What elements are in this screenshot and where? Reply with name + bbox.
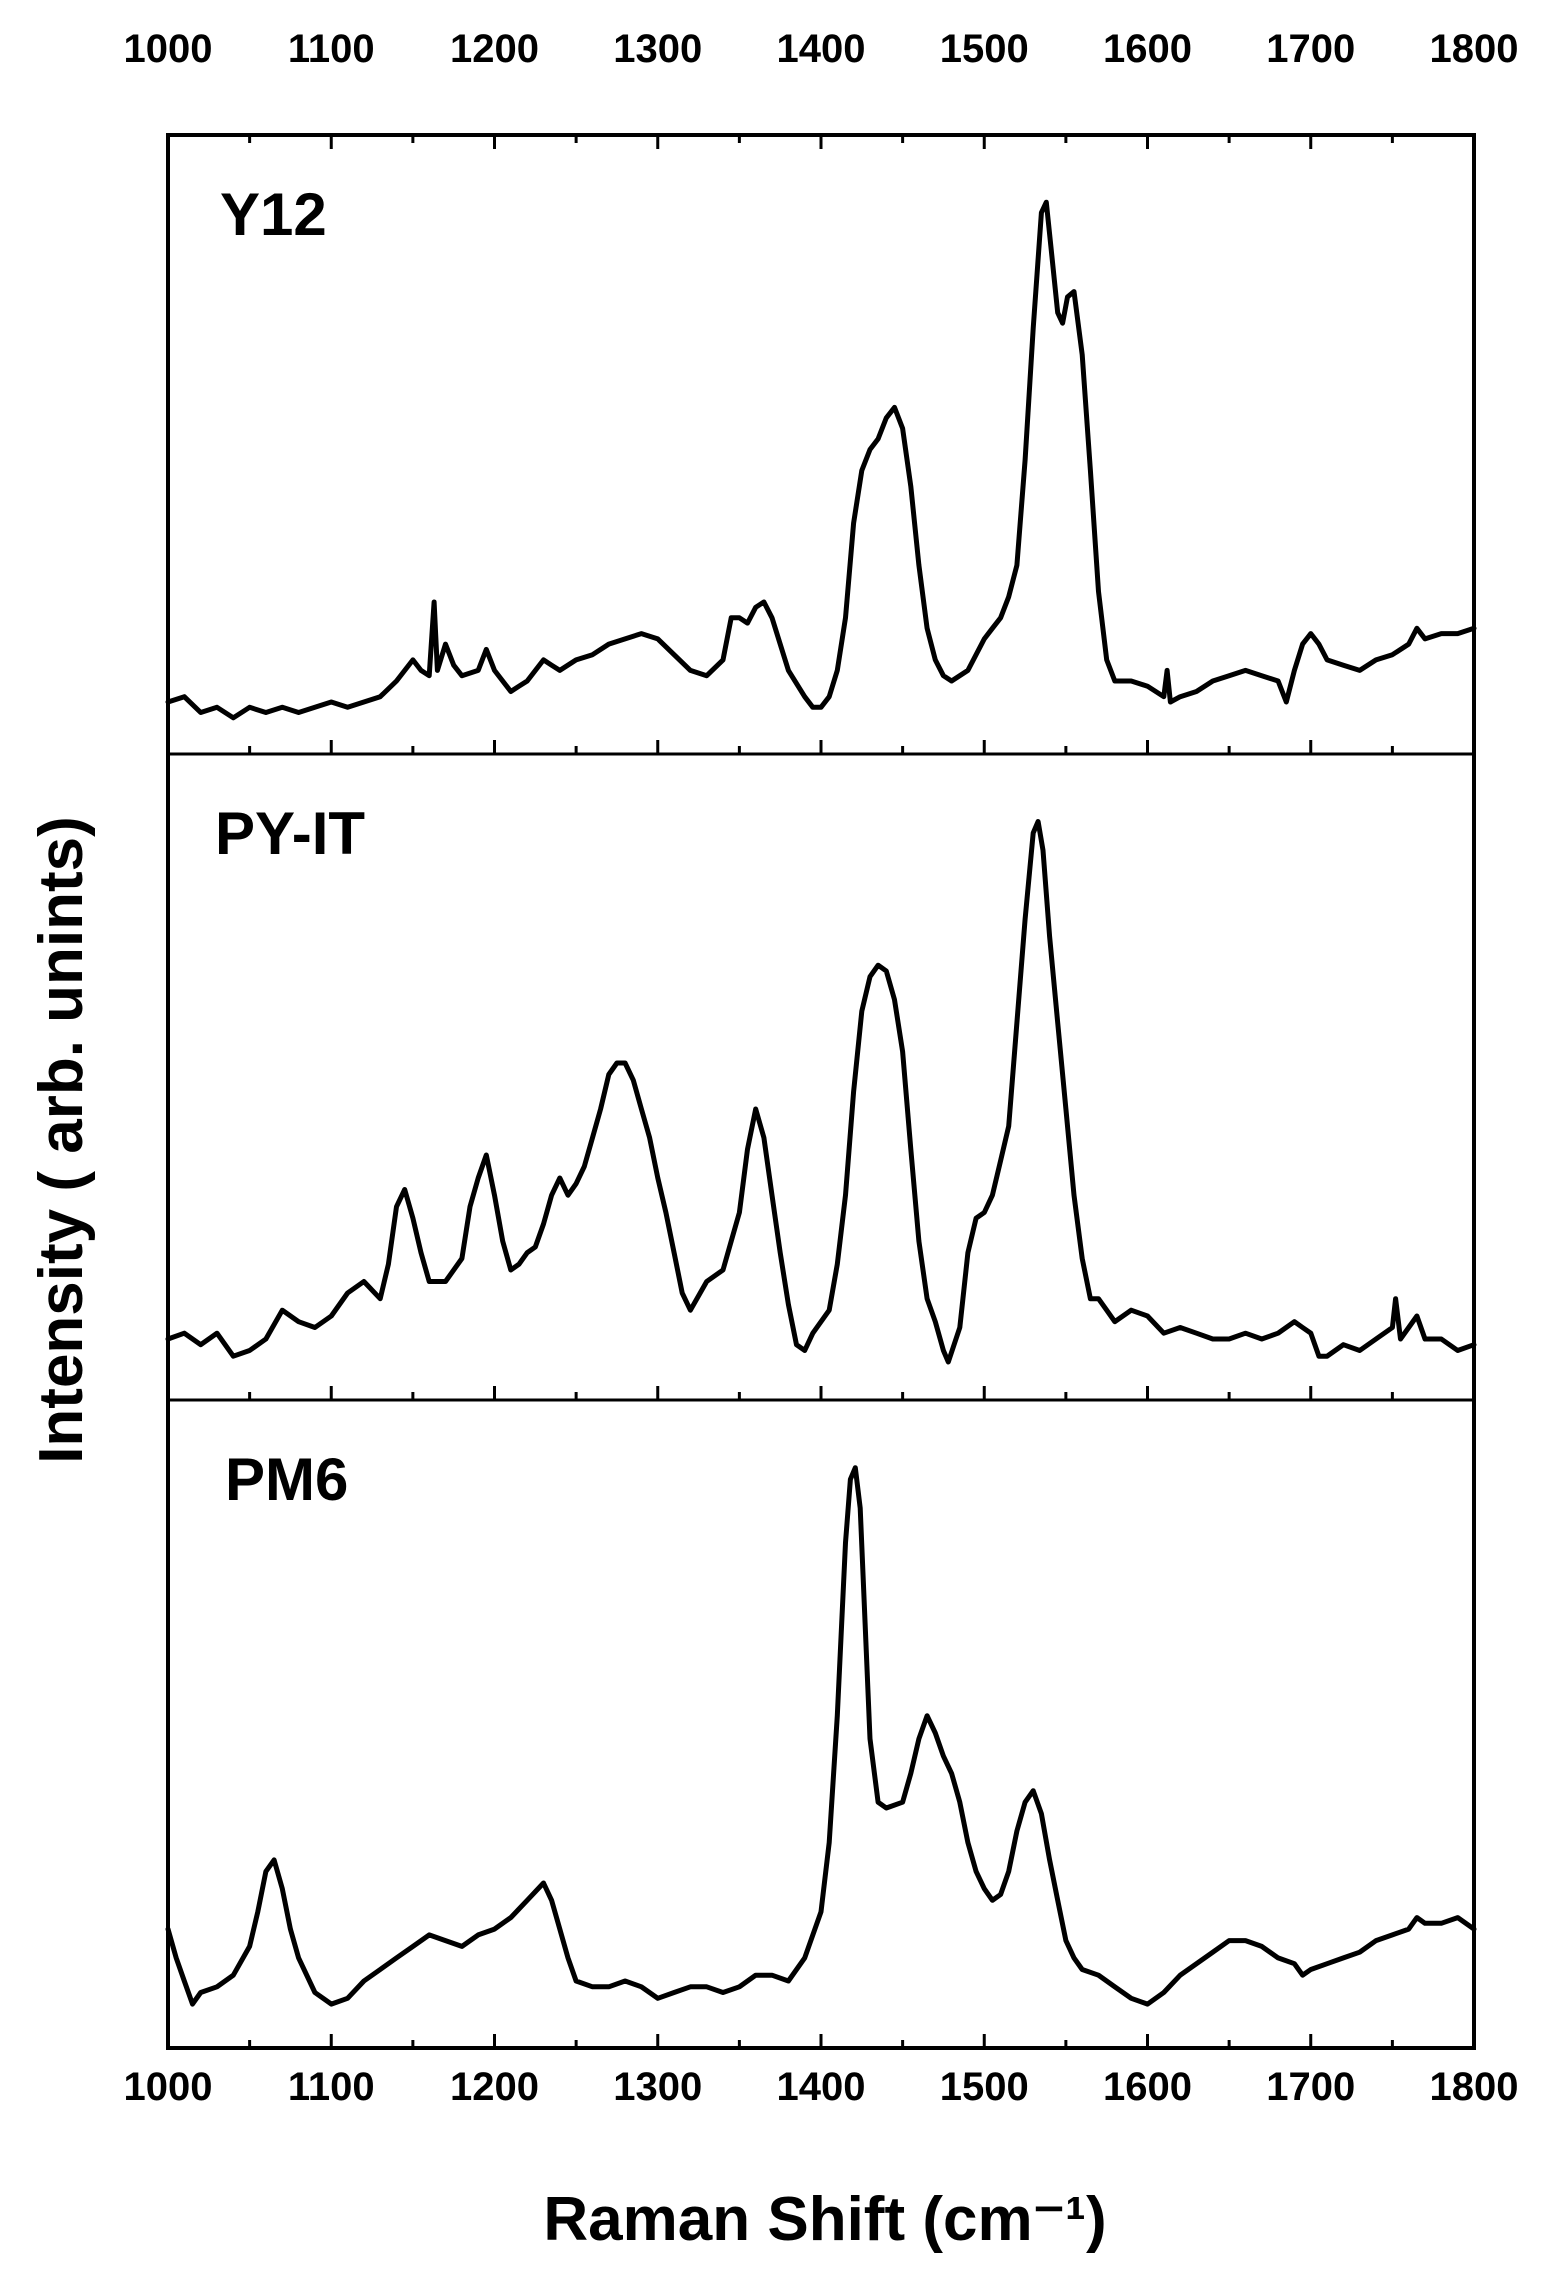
x-tick-label: 1400: [777, 27, 866, 71]
panel-label: PM6: [225, 1446, 348, 1513]
x-tick-label: 1600: [1103, 2065, 1192, 2109]
panel-pm6: PM6: [165, 1398, 1477, 2007]
x-tick-label: 1200: [450, 27, 539, 71]
x-tick-label: 1700: [1266, 27, 1355, 71]
x-tick-label: 1500: [940, 27, 1029, 71]
plot-frame: [166, 133, 1476, 2050]
panel-y12: Y12: [165, 181, 1477, 721]
panel-label: Y12: [220, 181, 327, 248]
x-tick-label: 1800: [1430, 2065, 1519, 2109]
x-tick-label: 1100: [288, 2065, 375, 2109]
x-tick-label: 1300: [613, 27, 702, 71]
spectrum-line-y12: [165, 199, 1477, 721]
spectrum-line-py-it: [165, 819, 1477, 1365]
x-axis-title: Raman Shift (cm⁻¹): [543, 2185, 1106, 2254]
x-tick-label: 1400: [777, 2065, 866, 2109]
spectrum-line-pm6: [165, 1465, 1477, 2007]
x-tick-label: 1300: [613, 2065, 702, 2109]
x-tick-label: 1000: [124, 2065, 213, 2109]
x-tick-label: 1600: [1103, 27, 1192, 71]
x-tick-label: 1700: [1266, 2065, 1355, 2109]
x-ticks-group: [166, 135, 1476, 2048]
panels-group: Y12 PY-IT PM6: [165, 133, 1477, 2050]
panel-label: PY-IT: [215, 800, 365, 867]
y-axis-title: Intensity ( arb. unints): [27, 816, 96, 1464]
x-tick-label: 1100: [288, 27, 375, 71]
x-tick-label: 1000: [124, 27, 213, 71]
bottom-x-tick-labels: 1000 1100 1200 1300 1400 1500 1600 1700 1800: [124, 2065, 1519, 2109]
top-x-tick-labels: 1000 1100 1200 1300 1400 1500 1600 1700 1800: [124, 27, 1519, 71]
x-tick-label: 1500: [940, 2065, 1029, 2109]
panel-py-it: PY-IT: [165, 752, 1477, 1365]
x-tick-label: 1800: [1430, 27, 1519, 71]
x-tick-label: 1200: [450, 2065, 539, 2109]
